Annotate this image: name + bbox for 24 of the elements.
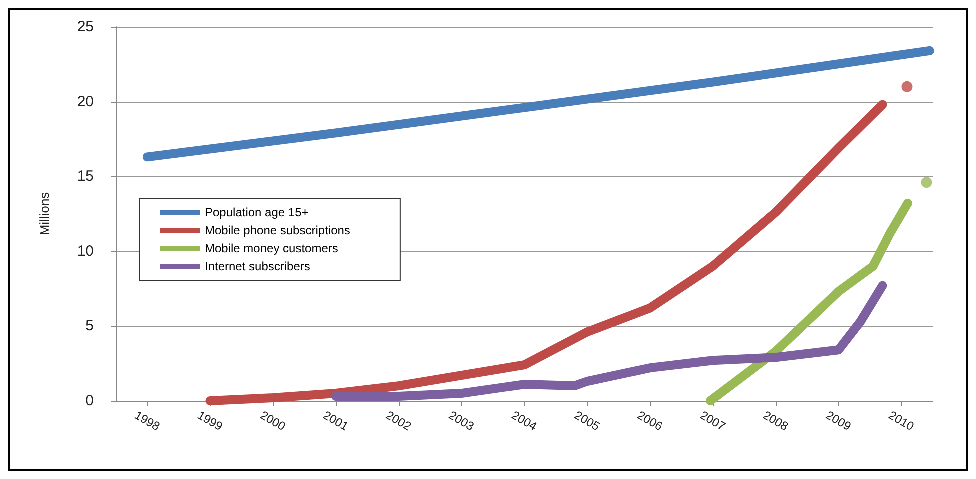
y-tick-label: 15 bbox=[77, 168, 94, 186]
y-tick-label: 25 bbox=[77, 18, 94, 36]
x-tick-label: 2006 bbox=[635, 408, 666, 434]
x-tick-label: 2000 bbox=[258, 408, 288, 434]
legend-label: Internet subscribers bbox=[205, 260, 310, 274]
x-tick-label: 2003 bbox=[446, 408, 477, 434]
x-tick-label: 2009 bbox=[824, 408, 854, 434]
y-tick-label: 5 bbox=[86, 318, 94, 335]
y-tick-label: 10 bbox=[77, 242, 94, 260]
y-tick-label: 0 bbox=[86, 392, 94, 410]
x-tick-label: 2010 bbox=[886, 408, 917, 434]
x-tick-label: 2001 bbox=[320, 408, 352, 434]
x-tick-label: 2005 bbox=[572, 408, 603, 434]
x-tick-label: 2007 bbox=[698, 408, 728, 434]
y-axis-title: Millions bbox=[37, 192, 52, 236]
legend-label: Population age 15+ bbox=[205, 206, 309, 220]
x-tick-label: 1999 bbox=[195, 408, 226, 434]
x-tick-label: 2002 bbox=[384, 408, 414, 434]
x-tick-label: 2004 bbox=[509, 408, 540, 434]
legend-label: Mobile money customers bbox=[205, 242, 338, 256]
y-tick-label: 20 bbox=[77, 93, 94, 110]
legend-label: Mobile phone subscriptions bbox=[205, 224, 350, 238]
x-tick-label: 2008 bbox=[760, 408, 792, 434]
x-tick-label: 1998 bbox=[132, 408, 163, 434]
